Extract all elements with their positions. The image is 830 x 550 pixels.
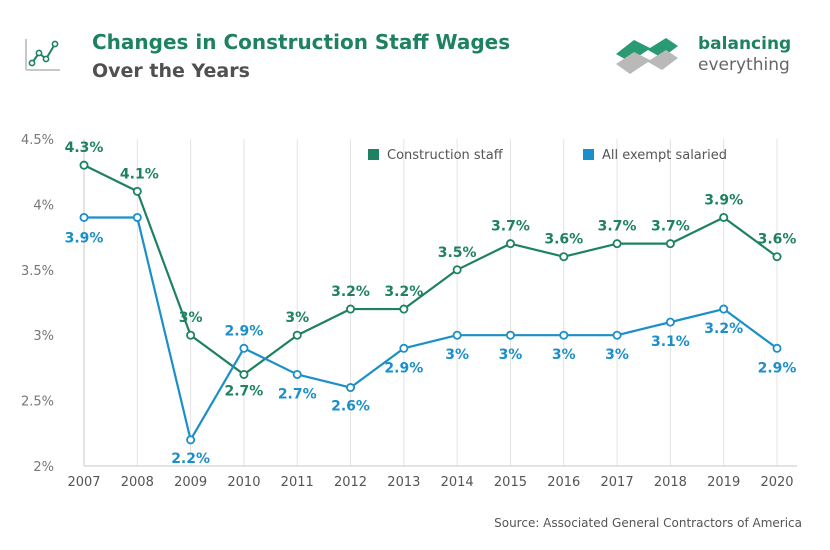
data-point: [665, 239, 675, 249]
data-point: [665, 317, 675, 327]
data-label: 3%: [445, 347, 469, 363]
data-point: [612, 330, 622, 340]
x-tick-label: 2015: [494, 475, 527, 490]
y-tick-label: 3%: [33, 329, 54, 344]
x-tick-label: 2017: [601, 475, 634, 490]
data-point: [559, 330, 569, 340]
data-point: [772, 343, 782, 353]
data-point: [505, 330, 515, 340]
data-label: 3.2%: [704, 321, 743, 337]
legend-construction-staff-swatch: [368, 149, 379, 160]
data-point: [239, 343, 249, 353]
data-label: 3.6%: [758, 232, 797, 248]
data-label: 3.9%: [65, 230, 104, 246]
data-point: [79, 160, 89, 170]
data-label: 4.1%: [120, 166, 159, 182]
brand-name-line1: balancing: [698, 34, 792, 54]
data-point: [559, 252, 569, 262]
data-label: 2.9%: [758, 360, 797, 376]
data-point: [772, 252, 782, 262]
data-label: 2.9%: [384, 360, 423, 376]
data-label: 2.2%: [171, 451, 210, 467]
data-label: 3.5%: [438, 245, 477, 261]
data-point: [239, 369, 249, 379]
data-point: [346, 304, 356, 314]
data-label: 3%: [552, 347, 576, 363]
data-label: 3%: [179, 310, 203, 326]
brand-name-line2: everything: [698, 55, 790, 75]
data-point: [186, 330, 196, 340]
data-label: 3%: [285, 310, 309, 326]
data-label: 2.6%: [331, 399, 370, 415]
data-label: 4.3%: [65, 140, 104, 156]
data-label: 3.7%: [651, 219, 690, 235]
x-tick-label: 2010: [227, 475, 260, 490]
balance-logo-icon: [616, 38, 678, 74]
data-label: 3%: [499, 347, 523, 363]
data-point: [132, 186, 142, 196]
y-tick-label: 2.5%: [21, 395, 54, 410]
data-label: 3.2%: [384, 284, 423, 300]
data-label: 2.9%: [225, 323, 264, 339]
source-note: Source: Associated General Contractors o…: [494, 516, 802, 530]
chart-title: Changes in Construction Staff Wages: [92, 30, 511, 54]
data-point: [79, 212, 89, 222]
x-tick-label: 2020: [760, 475, 793, 490]
legend-exempt-salaried: All exempt salaried: [602, 148, 727, 163]
x-tick-label: 2012: [334, 475, 367, 490]
y-tick-label: 4%: [33, 198, 54, 213]
y-tick-label: 2%: [33, 460, 54, 475]
y-tick-label: 3.5%: [21, 264, 54, 279]
data-label: 3.6%: [544, 232, 583, 248]
data-label: 3%: [605, 347, 629, 363]
x-tick-label: 2008: [121, 475, 154, 490]
data-label: 3.7%: [491, 219, 530, 235]
data-point: [292, 330, 302, 340]
data-label: 2.7%: [278, 386, 317, 402]
legend-exempt-salaried-swatch: [583, 149, 594, 160]
data-label: 2.7%: [225, 383, 264, 399]
brand-logo: balancing everything: [612, 32, 812, 82]
data-point: [399, 304, 409, 314]
x-tick-label: 2014: [441, 475, 474, 490]
data-point: [132, 212, 142, 222]
data-point: [399, 343, 409, 353]
x-tick-label: 2013: [387, 475, 420, 490]
exempt-salaried-line: [84, 216, 778, 441]
data-point: [612, 239, 622, 249]
x-tick-label: 2011: [281, 475, 314, 490]
x-tick-label: 2007: [67, 475, 100, 490]
data-point: [452, 330, 462, 340]
data-point: [719, 212, 729, 222]
data-label: 3.1%: [651, 334, 690, 350]
x-tick-label: 2016: [547, 475, 580, 490]
x-tick-label: 2018: [654, 475, 687, 490]
x-tick-label: 2019: [707, 475, 740, 490]
data-point: [505, 239, 515, 249]
data-point: [186, 435, 196, 445]
data-point: [719, 304, 729, 314]
data-point: [452, 265, 462, 275]
data-point: [346, 383, 356, 393]
construction-staff-line: [83, 164, 778, 376]
legend-construction-staff: Construction staff: [387, 148, 504, 163]
data-label: 3.7%: [598, 219, 637, 235]
chart-subtitle: Over the Years: [92, 60, 250, 82]
data-point: [292, 369, 302, 379]
chart-trend-icon: [25, 39, 60, 71]
data-label: 3.2%: [331, 284, 370, 300]
x-tick-label: 2009: [174, 475, 207, 490]
data-label: 3.9%: [704, 192, 743, 208]
y-tick-label: 4.5%: [21, 133, 54, 148]
